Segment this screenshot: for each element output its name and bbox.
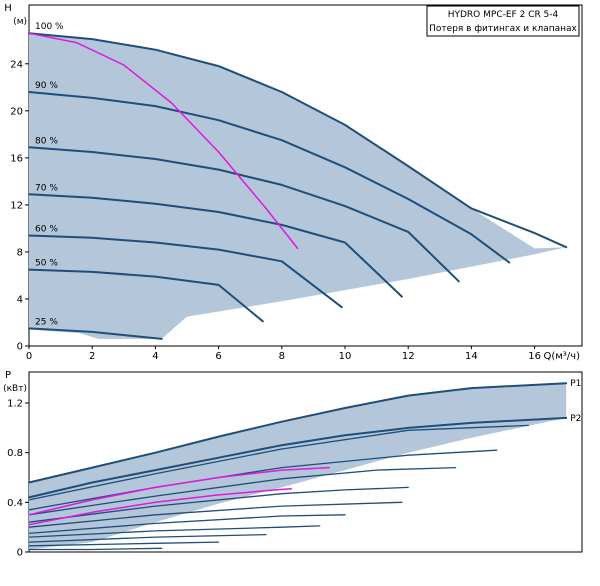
series-line [28, 424, 529, 501]
series-line [28, 486, 409, 523]
x-axis-label: Q(м³/ч) [543, 351, 580, 362]
y-axis-label: P [5, 370, 11, 381]
chart-legend: HYDRO MPC-EF 2 CR 5-4 Потеря в фитингах … [426, 5, 580, 37]
series-line [28, 193, 403, 298]
duty-curve [28, 487, 293, 526]
y-tick-label: 8 [17, 247, 23, 258]
x-tick-label: 6 [215, 351, 221, 362]
series-line [28, 91, 511, 264]
operating-envelope [29, 33, 567, 339]
power-label: P1 [570, 379, 581, 389]
duty-curve [28, 466, 330, 516]
series-line [28, 449, 498, 511]
speed-label: 100 % [35, 22, 64, 32]
series-line [28, 541, 220, 547]
x-tick-label: 14 [465, 351, 478, 362]
series-line [28, 533, 267, 543]
speed-label: 60 % [35, 224, 58, 234]
speed-label: 90 % [35, 81, 58, 91]
speed-label: 50 % [35, 259, 58, 269]
y-tick-label: 0.8 [7, 448, 23, 459]
y-tick-label: 1.2 [7, 399, 23, 410]
series-line [28, 547, 163, 551]
y-axis-unit: (м) [13, 17, 27, 27]
x-tick-label: 16 [528, 351, 541, 362]
series-line [28, 327, 163, 340]
series-line [28, 268, 264, 323]
x-tick-label: 2 [89, 351, 95, 362]
y-tick-label: 24 [10, 59, 23, 70]
speed-label: 25 % [35, 317, 58, 327]
power-label: P2 [570, 414, 581, 424]
series-line [28, 514, 346, 535]
power-flow-chart: 0 0.4 0.8 1.2 P (кВт) P1 P2 [3, 370, 583, 559]
y-tick-label: 20 [10, 106, 23, 117]
series-line [28, 501, 403, 528]
speed-label: 70 % [35, 183, 58, 193]
series-line [28, 525, 321, 538]
y-axis-label: H [4, 3, 12, 14]
series-line [28, 234, 343, 309]
x-tick-label: 0 [26, 351, 32, 362]
x-tick-label: 4 [152, 351, 158, 362]
y-axis-unit: (кВт) [3, 384, 27, 394]
series-line [28, 416, 568, 499]
y-tick-label: 0 [17, 342, 23, 353]
y-tick-label: 4 [17, 294, 23, 305]
legend-subtitle: Потеря в фитингах и клапанах [429, 24, 577, 34]
x-tick-label: 8 [279, 351, 285, 362]
series-line [28, 32, 568, 249]
series-line [28, 382, 568, 484]
series-line [28, 146, 460, 283]
speed-label: 80 % [35, 136, 58, 146]
x-tick-label: 10 [339, 351, 352, 362]
series-line [28, 466, 457, 516]
legend-box [426, 5, 580, 37]
x-tick-label: 12 [402, 351, 415, 362]
duty-curve [28, 32, 299, 250]
legend-title: HYDRO MPC-EF 2 CR 5-4 [448, 10, 559, 20]
y-tick-label: 0 [17, 548, 23, 559]
y-tick-label: 16 [10, 153, 23, 164]
y-tick-label: 0.4 [7, 498, 23, 509]
y-tick-label: 12 [10, 200, 23, 211]
